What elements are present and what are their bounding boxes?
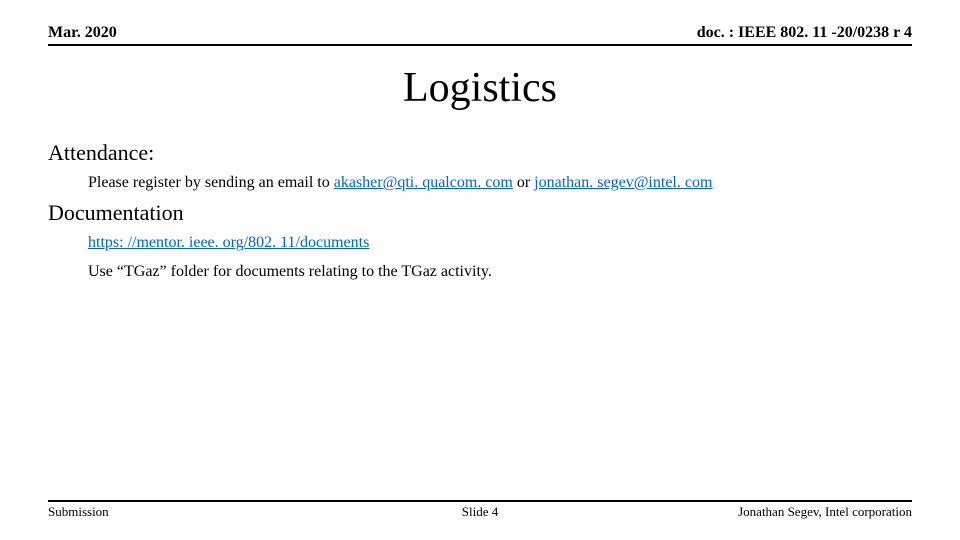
attendance-separator: or bbox=[513, 174, 534, 191]
footer-center: Slide 4 bbox=[462, 504, 498, 520]
header-doc-number: doc. : IEEE 802. 11 -20/0238 r 4 bbox=[697, 24, 912, 42]
footer-left: Submission bbox=[48, 504, 109, 520]
slide: Mar. 2020 doc. : IEEE 802. 11 -20/0238 r… bbox=[0, 0, 960, 540]
attendance-email-2[interactable]: jonathan. segev@intel. com bbox=[534, 174, 712, 191]
documentation-url[interactable]: https: //mentor. ieee. org/802. 11/docum… bbox=[88, 234, 369, 251]
footer-right: Jonathan Segev, Intel corporation bbox=[738, 504, 912, 520]
documentation-url-line: https: //mentor. ieee. org/802. 11/docum… bbox=[88, 232, 912, 254]
header-date: Mar. 2020 bbox=[48, 24, 117, 42]
attendance-email-1[interactable]: akasher@qti. qualcom. com bbox=[334, 174, 513, 191]
header-row: Mar. 2020 doc. : IEEE 802. 11 -20/0238 r… bbox=[48, 24, 912, 46]
footer-row: Submission Slide 4 Jonathan Segev, Intel… bbox=[48, 500, 912, 520]
attendance-heading: Attendance: bbox=[48, 140, 912, 166]
documentation-heading: Documentation bbox=[48, 200, 912, 226]
page-title: Logistics bbox=[48, 64, 912, 112]
attendance-prefix: Please register by sending an email to bbox=[88, 174, 334, 191]
attendance-line: Please register by sending an email to a… bbox=[88, 172, 912, 194]
documentation-note: Use “TGaz” folder for documents relating… bbox=[88, 261, 912, 283]
